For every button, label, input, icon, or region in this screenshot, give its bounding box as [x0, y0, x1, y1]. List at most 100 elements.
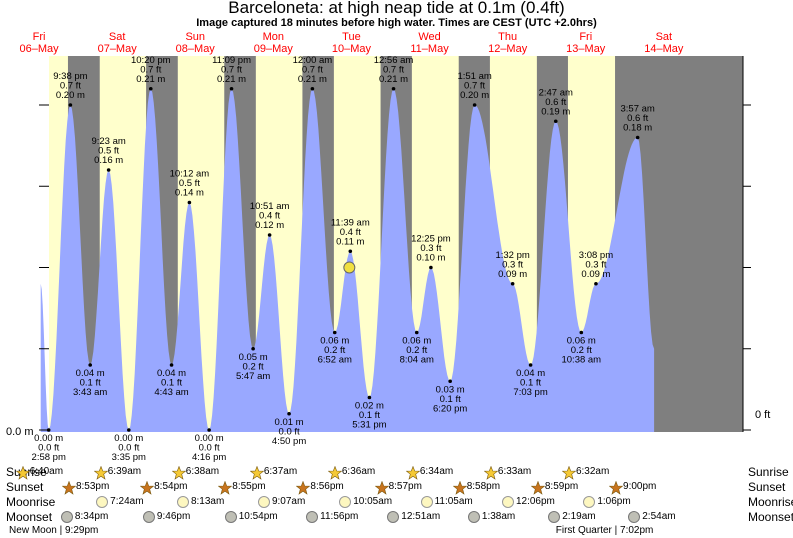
tide-label: 0.04 m: [157, 368, 186, 379]
low-tide-point: [579, 330, 584, 335]
tide-label: 0.06 m: [567, 336, 596, 347]
tide-label: 0.09 m: [581, 269, 610, 280]
sunrise-icon: [561, 465, 577, 480]
tide-label: 0.2 ft: [243, 361, 264, 372]
tide-label: 7:03 pm: [513, 387, 547, 398]
sunrise-time: 6:36am: [341, 466, 376, 477]
tide-label: 0.7 ft: [464, 81, 485, 92]
tide-label: 0.06 m: [402, 336, 431, 347]
sunrise-time: 6:33am: [497, 466, 532, 477]
moonrise-row-label: Moonrise: [6, 495, 56, 509]
tide-label: 0.1 ft: [440, 394, 461, 405]
moonrise-time: 12:06pm: [515, 496, 555, 507]
tide-label: 0.4 ft: [259, 211, 280, 222]
tide-curve: [40, 88, 655, 433]
high-tide-point: [229, 86, 234, 91]
tide-label: 12:00 am: [293, 55, 333, 66]
high-tide-point: [472, 103, 477, 107]
day-date-label: 10–May: [332, 43, 372, 55]
moonset-icon: [548, 511, 561, 523]
high-tide-point: [510, 281, 515, 286]
tide-label: 0.4 ft: [340, 227, 361, 238]
tide-label: 10:20 pm: [131, 55, 171, 66]
sunrise-row-label-right: Sunrise: [748, 465, 789, 479]
left-axis-label: 0.0 m: [6, 426, 34, 438]
moonset-row-label-right: Moonset: [748, 510, 793, 524]
high-tide-point: [106, 168, 111, 172]
low-tide-point: [46, 428, 51, 432]
tide-label: 0.00 m: [114, 433, 143, 444]
moonset-icon: [306, 511, 319, 523]
day-date-label: 06–May: [19, 43, 59, 55]
sunset-time: 8:58pm: [466, 481, 501, 492]
tide-label: 0.11 m: [336, 236, 364, 247]
sunset-row-label: Sunset: [6, 480, 44, 494]
sunrise-icon: [249, 465, 265, 480]
tide-label: 0.04 m: [76, 368, 105, 379]
moonrise-time: 9:07am: [271, 496, 306, 507]
high-tide-point: [348, 249, 353, 254]
high-tide-point: [68, 103, 73, 107]
tide-label: 0.20 m: [56, 90, 85, 101]
moonrise-time: 10:05am: [353, 496, 393, 507]
day-weekday-label: Thu: [498, 31, 517, 43]
tide-label: 0.0 ft: [279, 426, 300, 437]
day-weekday-label: Wed: [418, 31, 440, 43]
day-date-label: 11–May: [410, 43, 449, 55]
low-tide-point: [528, 363, 533, 367]
tide-label: 11:39 am: [331, 217, 370, 228]
tide-label: 0.7 ft: [221, 64, 242, 75]
low-tide-point: [127, 428, 131, 432]
low-tide-point: [169, 363, 174, 367]
moonset-icon: [142, 511, 155, 523]
high-tide-point: [635, 135, 640, 140]
tide-label: 0.21 m: [379, 74, 408, 85]
sunrise-time: 6:38am: [185, 466, 220, 477]
tide-label: 3:57 am: [620, 104, 654, 115]
moonrise-icon: [420, 496, 433, 508]
tide-label: 5:47 am: [236, 371, 270, 382]
day-date-label: 08–May: [176, 43, 216, 55]
tide-label: 6:52 am: [318, 355, 352, 366]
sunset-icon: [608, 480, 624, 495]
tide-label: 0.3 ft: [420, 243, 441, 254]
moonset-icon: [628, 511, 641, 523]
high-tide-point: [267, 233, 272, 237]
tide-label: 10:38 am: [561, 355, 601, 366]
moonrise-time: 11:05am: [434, 496, 473, 507]
moonset-time: 12:51am: [401, 511, 441, 522]
sunset-time: 8:53pm: [75, 481, 110, 492]
tide-label: 0.18 m: [623, 123, 652, 134]
tide-label: 0.16 m: [94, 155, 123, 166]
tide-label: 0.7 ft: [383, 64, 404, 75]
sunset-time: 8:56pm: [310, 481, 344, 492]
sunset-icon: [452, 480, 468, 495]
moonset-time: 8:34pm: [74, 511, 109, 522]
tide-label: 0.7 ft: [140, 64, 161, 75]
tide-label: 0.04 m: [516, 368, 545, 379]
sunset-icon: [61, 480, 77, 495]
moonrise-icon: [176, 496, 189, 508]
sunset-icon: [530, 480, 546, 495]
day-date-label: 14–May: [644, 43, 684, 55]
tide-label: 0.12 m: [255, 220, 284, 231]
sunset-time: 8:55pm: [232, 481, 266, 492]
sunrise-time: 6:39am: [107, 466, 142, 477]
tide-label: 0.6 ft: [545, 97, 566, 108]
sunrise-time: 6:37am: [263, 466, 298, 477]
high-tide-point: [553, 119, 558, 124]
tide-label: 0.1 ft: [161, 378, 182, 389]
moonrise-icon: [96, 496, 109, 508]
tide-label: 0.1 ft: [359, 410, 380, 421]
sunset-icon: [374, 480, 389, 495]
tide-label: 0.5 ft: [179, 178, 200, 189]
sunset-icon: [139, 480, 155, 495]
day-weekday-label: Fri: [579, 31, 592, 43]
tide-label: 0.21 m: [298, 74, 327, 85]
moonset-icon: [224, 511, 237, 523]
tide-label: 0.2 ft: [571, 345, 592, 356]
tide-label: 0.05 m: [239, 352, 268, 363]
tide-label: 0.1 ft: [80, 378, 101, 389]
tide-label: 0.10 m: [416, 253, 445, 264]
tide-label: 3:35 pm: [112, 452, 146, 463]
